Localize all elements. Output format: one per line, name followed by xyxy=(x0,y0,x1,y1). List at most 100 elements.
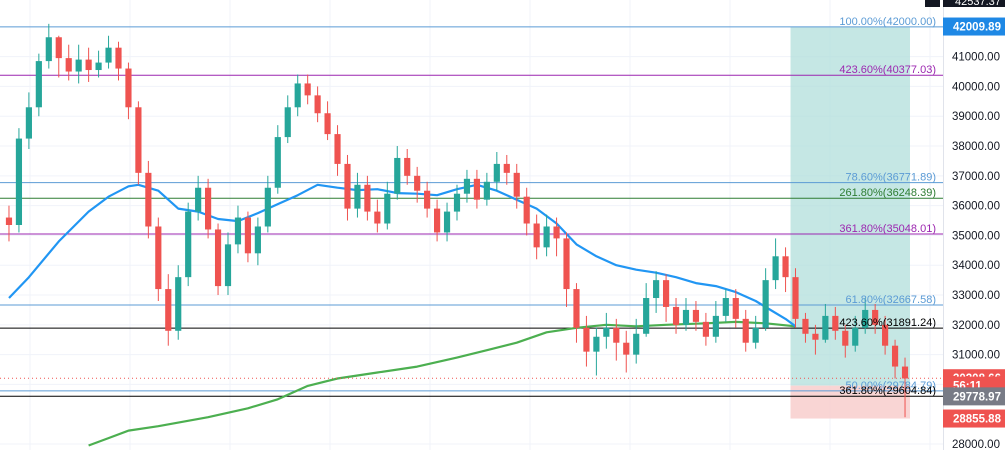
candle-body[interactable] xyxy=(25,107,32,139)
candle-body[interactable] xyxy=(463,178,471,194)
candle-body[interactable] xyxy=(165,289,172,331)
candle-body[interactable] xyxy=(752,327,759,343)
candle-body[interactable] xyxy=(294,83,301,108)
candle-body[interactable] xyxy=(702,321,709,337)
candle-body[interactable] xyxy=(274,137,281,188)
candle-body[interactable] xyxy=(523,196,530,224)
fib-level-label: 361.80%(35048.01) xyxy=(839,223,936,235)
candle-body[interactable] xyxy=(583,327,590,352)
candle-body[interactable] xyxy=(891,345,899,367)
candle-body[interactable] xyxy=(613,327,620,343)
moving-average-slow-line[interactable] xyxy=(88,320,796,447)
candle-body[interactable] xyxy=(802,318,809,334)
candle-body[interactable] xyxy=(35,61,42,108)
price-tick-label: 38000.00 xyxy=(952,141,1000,153)
candle-body[interactable] xyxy=(155,226,162,290)
candle-body[interactable] xyxy=(662,280,670,307)
candle-body[interactable] xyxy=(643,298,650,334)
candle-body[interactable] xyxy=(234,217,242,245)
candle-body[interactable] xyxy=(533,223,540,248)
candle-body[interactable] xyxy=(5,217,13,225)
candle-body[interactable] xyxy=(573,289,580,328)
candle-body[interactable] xyxy=(832,315,839,331)
candle-body[interactable] xyxy=(882,324,889,346)
candle-body[interactable] xyxy=(473,178,480,200)
candle-body[interactable] xyxy=(15,138,23,225)
candle-body[interactable] xyxy=(175,277,182,331)
candle-body[interactable] xyxy=(772,256,779,281)
candle-body[interactable] xyxy=(603,327,610,337)
candle-body[interactable] xyxy=(742,318,749,343)
candle-body[interactable] xyxy=(453,193,461,212)
candle-body[interactable] xyxy=(822,315,829,340)
candle-body[interactable] xyxy=(324,113,331,135)
candle-body[interactable] xyxy=(443,211,451,233)
candle-body[interactable] xyxy=(503,163,510,173)
profit-zone[interactable] xyxy=(790,26,910,386)
candle-body[interactable] xyxy=(254,226,261,254)
candle-body[interactable] xyxy=(45,37,52,62)
candle-body[interactable] xyxy=(224,244,232,287)
candle-body[interactable] xyxy=(483,181,490,200)
candle-body[interactable] xyxy=(404,157,411,176)
candle-body[interactable] xyxy=(314,95,321,114)
candle-body[interactable] xyxy=(852,327,859,346)
candle-body[interactable] xyxy=(762,280,769,328)
candle-body[interactable] xyxy=(493,163,500,182)
candle-body[interactable] xyxy=(593,336,600,352)
candle-body[interactable] xyxy=(374,211,381,224)
candle-body[interactable] xyxy=(244,217,252,254)
candle-body[interactable] xyxy=(842,330,849,346)
candle-body[interactable] xyxy=(334,134,341,164)
candle-body[interactable] xyxy=(95,62,102,71)
candle-body[interactable] xyxy=(862,309,869,328)
candle-body[interactable] xyxy=(722,298,729,316)
candle-body[interactable] xyxy=(553,226,560,239)
candle-body[interactable] xyxy=(55,37,62,59)
candle-body[interactable] xyxy=(85,59,92,71)
candle-body[interactable] xyxy=(284,107,291,138)
candle-body[interactable] xyxy=(185,211,192,278)
candle-body[interactable] xyxy=(901,366,909,379)
candle-body[interactable] xyxy=(633,333,640,355)
price-tick-label: 36000.00 xyxy=(952,201,1000,213)
candle-body[interactable] xyxy=(384,193,391,224)
candle-body[interactable] xyxy=(304,83,311,96)
candle-body[interactable] xyxy=(145,172,152,227)
candle-body[interactable] xyxy=(115,47,122,69)
candle-body[interactable] xyxy=(125,68,132,108)
candle-body[interactable] xyxy=(782,256,789,278)
candle-body[interactable] xyxy=(344,163,351,209)
candle-body[interactable] xyxy=(692,309,700,322)
candle-body[interactable] xyxy=(195,187,202,212)
candle-body[interactable] xyxy=(424,190,431,209)
candle-body[interactable] xyxy=(75,59,82,72)
candle-body[interactable] xyxy=(364,184,371,212)
candle-body[interactable] xyxy=(414,175,421,191)
candle-body[interactable] xyxy=(712,315,719,337)
candle-body[interactable] xyxy=(543,226,550,248)
scale-mode-button[interactable] xyxy=(925,0,940,7)
price-tick-label: 34000.00 xyxy=(952,260,1000,272)
candle-body[interactable] xyxy=(513,172,520,197)
candle-body[interactable] xyxy=(354,184,361,209)
candle-body[interactable] xyxy=(205,187,212,230)
candle-body[interactable] xyxy=(264,187,271,227)
candle-body[interactable] xyxy=(872,309,879,325)
candle-body[interactable] xyxy=(682,309,690,325)
candle-body[interactable] xyxy=(135,107,142,173)
candle-body[interactable] xyxy=(65,58,72,72)
candle-body[interactable] xyxy=(434,208,441,233)
candle-body[interactable] xyxy=(214,229,222,287)
candle-body[interactable] xyxy=(105,47,112,63)
candle-body[interactable] xyxy=(394,157,401,194)
candle-body[interactable] xyxy=(812,333,819,340)
candle-body[interactable] xyxy=(653,280,660,299)
candle-body[interactable] xyxy=(623,342,630,355)
candle-body[interactable] xyxy=(672,306,680,325)
candle-body[interactable] xyxy=(732,298,739,319)
candle-body[interactable] xyxy=(792,277,799,319)
candle-body[interactable] xyxy=(563,238,570,290)
